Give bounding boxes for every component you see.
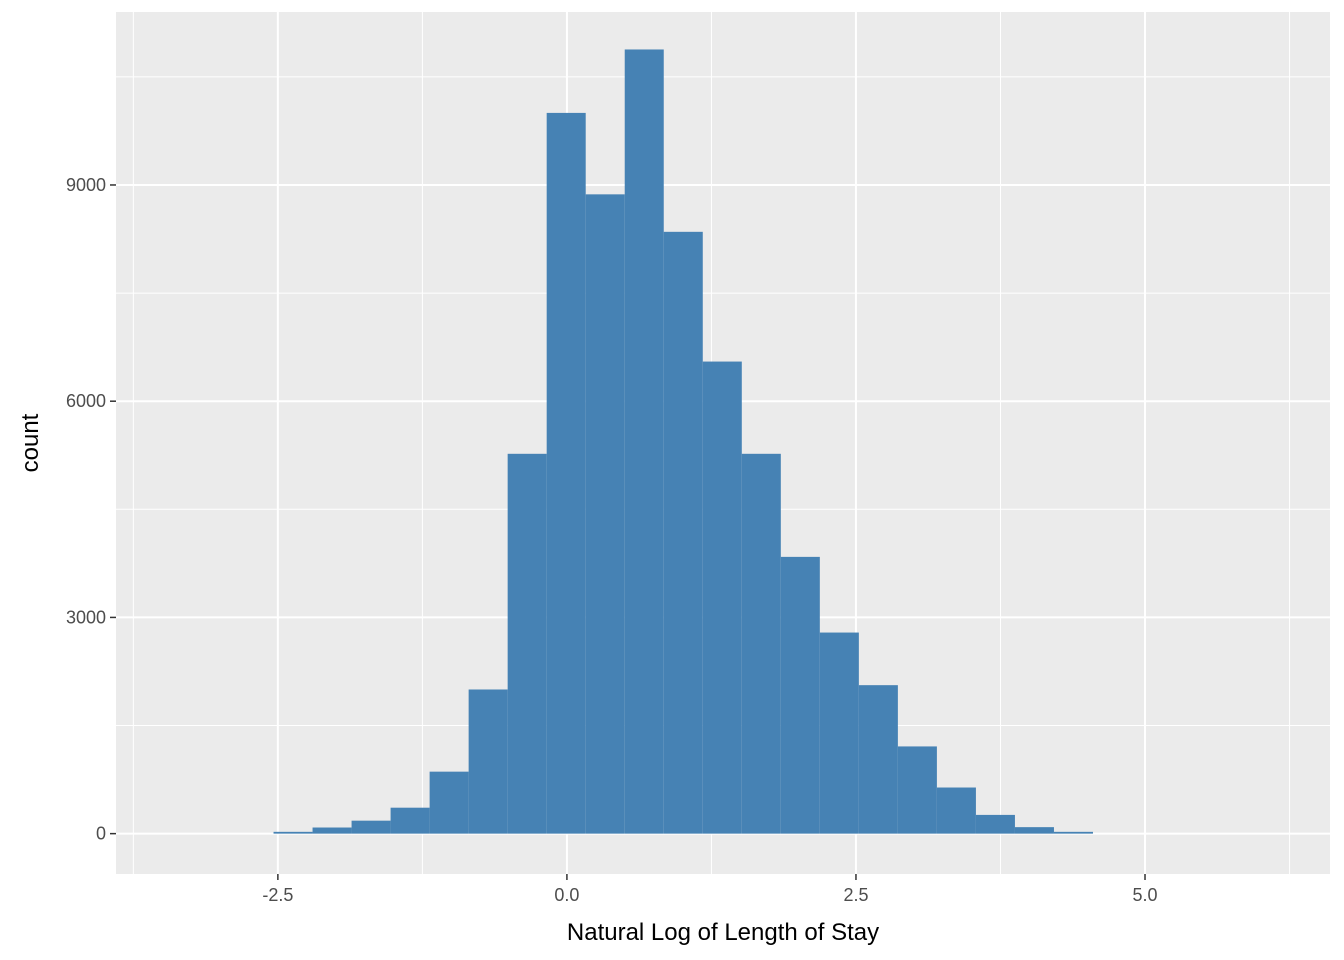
y-tick-label: 0 bbox=[96, 824, 106, 844]
histogram-bar bbox=[897, 746, 937, 834]
x-axis-title: Natural Log of Length of Stay bbox=[567, 919, 879, 946]
histogram-bar bbox=[1053, 831, 1093, 834]
histogram-bar bbox=[819, 632, 859, 834]
histogram-bar bbox=[741, 453, 781, 834]
y-tick-label: 9000 bbox=[66, 175, 106, 195]
histogram-bar bbox=[351, 820, 391, 834]
histogram-bar bbox=[975, 814, 1015, 834]
y-axis-ticks: 0 3000 6000 9000 bbox=[66, 175, 116, 844]
histogram-bar bbox=[936, 787, 976, 834]
x-tick-label: 5.0 bbox=[1132, 885, 1157, 905]
histogram-bar bbox=[585, 194, 625, 834]
histogram-bar bbox=[663, 231, 703, 834]
x-axis-ticks: -2.5 0.0 2.5 5.0 bbox=[262, 874, 1158, 905]
histogram-bar bbox=[312, 827, 352, 834]
histogram-bar bbox=[624, 49, 664, 834]
y-tick-label: 3000 bbox=[66, 607, 106, 627]
histogram-bar bbox=[390, 807, 430, 834]
y-axis-title: count bbox=[17, 413, 44, 472]
histogram-bars bbox=[273, 49, 1093, 834]
histogram-bar bbox=[507, 453, 547, 834]
y-tick-label: 6000 bbox=[66, 391, 106, 411]
histogram-bar bbox=[702, 361, 742, 834]
histogram-bar bbox=[780, 556, 820, 834]
x-tick-label: 2.5 bbox=[843, 885, 868, 905]
histogram-bar bbox=[546, 112, 586, 834]
histogram-bar bbox=[1014, 827, 1054, 834]
histogram-bar bbox=[468, 689, 508, 834]
x-tick-label: -2.5 bbox=[262, 885, 293, 905]
histogram-bar bbox=[429, 771, 469, 834]
histogram-bar bbox=[273, 831, 313, 834]
x-tick-label: 0.0 bbox=[554, 885, 579, 905]
histogram-bar bbox=[858, 685, 898, 834]
